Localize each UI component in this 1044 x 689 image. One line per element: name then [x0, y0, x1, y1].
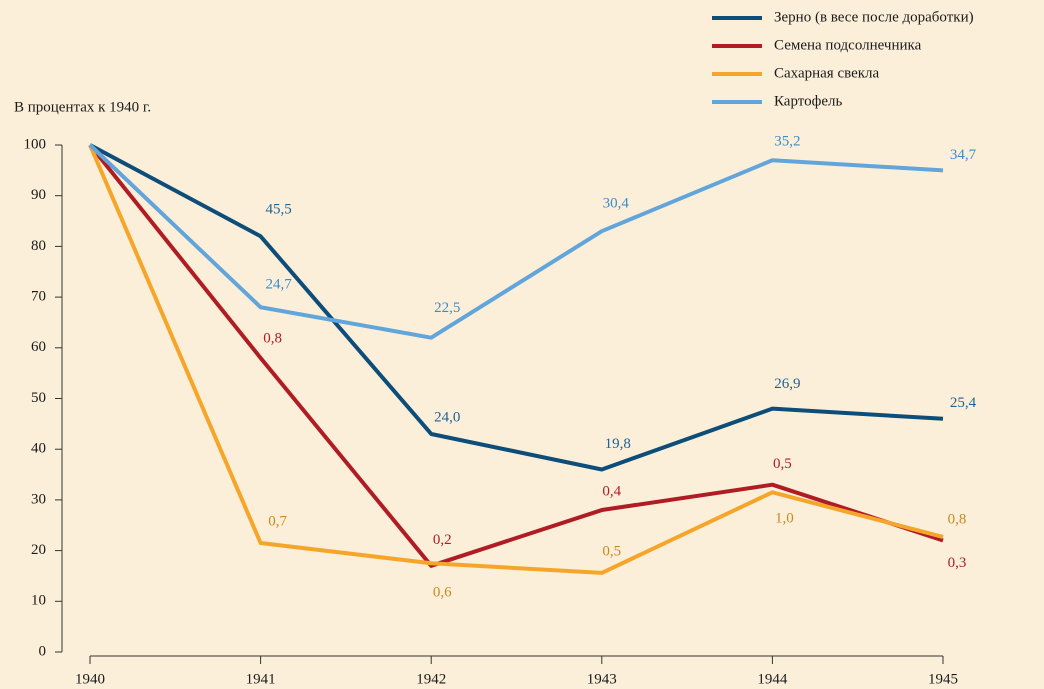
data-label: 24,7 [265, 277, 292, 293]
y-axis-label: В процентах к 1940 г. [14, 99, 151, 115]
y-tick-label: 70 [31, 289, 46, 305]
x-tick-label: 1943 [587, 671, 617, 687]
data-label: 0,7 [268, 513, 287, 529]
data-label: 0,6 [433, 585, 452, 601]
data-label: 24,0 [434, 409, 460, 425]
y-tick-label: 100 [24, 136, 47, 152]
data-label: 0,5 [773, 456, 792, 472]
legend-label: Зерно (в весе после доработки) [774, 9, 974, 25]
y-tick-label: 80 [31, 238, 46, 254]
series-line [88, 143, 944, 568]
series-line [88, 143, 944, 340]
data-label: 19,8 [605, 436, 631, 452]
legend-label: Семена подсолнечника [774, 37, 922, 53]
x-tick-label: 1940 [75, 671, 105, 687]
data-label: 0,5 [602, 543, 621, 559]
data-label: 26,9 [774, 376, 800, 392]
data-label: 30,4 [603, 196, 630, 212]
data-label: 34,7 [950, 147, 977, 163]
data-label: 0,3 [948, 555, 967, 571]
series-line [88, 144, 944, 575]
data-label: 25,4 [950, 395, 977, 411]
y-tick-label: 0 [39, 643, 47, 659]
x-tick-label: 1941 [246, 671, 276, 687]
y-tick-label: 10 [31, 593, 46, 609]
y-tick-label: 40 [31, 441, 46, 457]
y-tick-label: 90 [31, 187, 46, 203]
y-tick-label: 50 [31, 390, 46, 406]
legend-label: Картофель [774, 93, 842, 109]
series-line [89, 143, 944, 472]
data-label: 22,5 [434, 300, 460, 316]
data-label: 0,2 [433, 532, 452, 548]
y-tick-label: 30 [31, 491, 46, 507]
data-label: 0,8 [263, 330, 282, 346]
data-label: 0,4 [602, 483, 621, 499]
data-label: 0,8 [948, 511, 967, 527]
y-tick-label: 60 [31, 339, 46, 355]
data-label: 35,2 [774, 134, 800, 150]
x-tick-label: 1945 [928, 671, 958, 687]
x-tick-label: 1942 [416, 671, 446, 687]
data-label: 45,5 [265, 202, 291, 218]
data-label: 1,0 [775, 511, 794, 527]
y-tick-label: 20 [31, 542, 46, 558]
legend-label: Сахарная свекла [774, 65, 880, 81]
x-tick-label: 1944 [757, 671, 788, 687]
